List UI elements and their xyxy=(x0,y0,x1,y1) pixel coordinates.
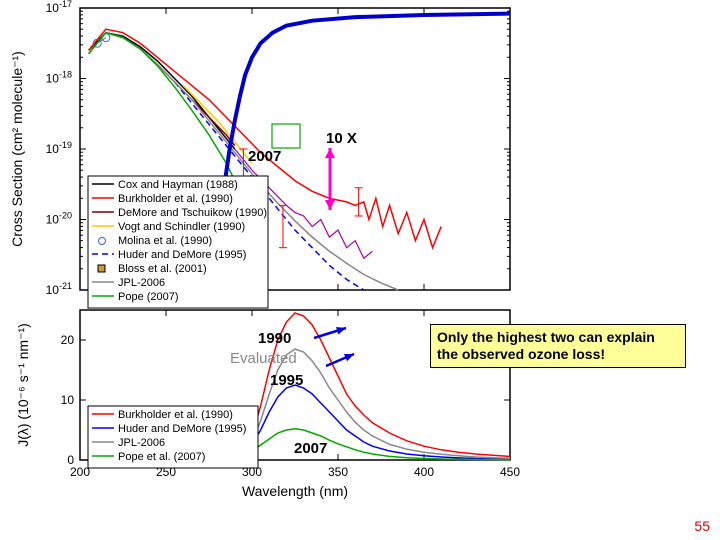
ytick-top: 10-20 xyxy=(46,211,72,227)
legend-item: DeMore and Tschuikow (1990) xyxy=(118,207,267,219)
ytick-bot: 0 xyxy=(67,453,74,467)
legend-item: Huder and DeMore (1995) xyxy=(118,249,246,261)
series-j_huder xyxy=(218,385,510,460)
legend-item: Bloss et al. (2001) xyxy=(118,263,207,275)
label-10x: 10 X xyxy=(326,130,357,147)
ytick-bot: 20 xyxy=(61,333,75,347)
label-1995: 1995 xyxy=(270,372,303,389)
label-eval: Evaluated xyxy=(230,350,297,367)
ytick-top: 10-21 xyxy=(46,281,72,297)
label-2007b: 2007 xyxy=(294,440,327,457)
legend-item: Huder and DeMore (1995) xyxy=(118,423,246,435)
label-1990: 1990 xyxy=(258,330,291,347)
ylabel-bottom: J(λ) (10⁻⁶ s⁻¹ nm⁻¹) xyxy=(15,323,31,447)
legend-item: Pope et al. (2007) xyxy=(118,451,205,463)
legend-item: Cox and Hayman (1988) xyxy=(118,179,238,191)
series-j_pope xyxy=(218,429,510,460)
ytick-bot: 10 xyxy=(61,393,75,407)
xtick: 200 xyxy=(70,465,90,479)
callout-box: Only the highest two can explain the obs… xyxy=(430,324,686,368)
green-box xyxy=(272,124,300,148)
legend-item: Burkholder et al. (1990) xyxy=(118,193,233,205)
ylabel-top: Cross Section (cm² molecule⁻¹) xyxy=(9,51,25,247)
legend-item: Pope (2007) xyxy=(118,291,179,303)
ytick-top: 10-17 xyxy=(46,0,72,15)
xlabel: Wavelength (nm) xyxy=(242,483,348,499)
legend-item: JPL-2006 xyxy=(118,437,165,449)
legend-item: JPL-2006 xyxy=(118,277,165,289)
ytick-top: 10-19 xyxy=(46,140,72,156)
legend-item: Molina et al. (1990) xyxy=(118,235,212,247)
xtick: 350 xyxy=(328,465,348,479)
legend-item: Vogt and Schindler (1990) xyxy=(118,221,245,233)
ytick-top: 10-18 xyxy=(46,70,72,86)
legend-item: Burkholder et al. (1990) xyxy=(118,409,233,421)
xtick: 400 xyxy=(414,465,434,479)
xtick: 450 xyxy=(500,465,520,479)
label-2007: 2007 xyxy=(248,148,281,165)
series-cox xyxy=(89,33,235,149)
slide-number: 55 xyxy=(694,518,710,534)
